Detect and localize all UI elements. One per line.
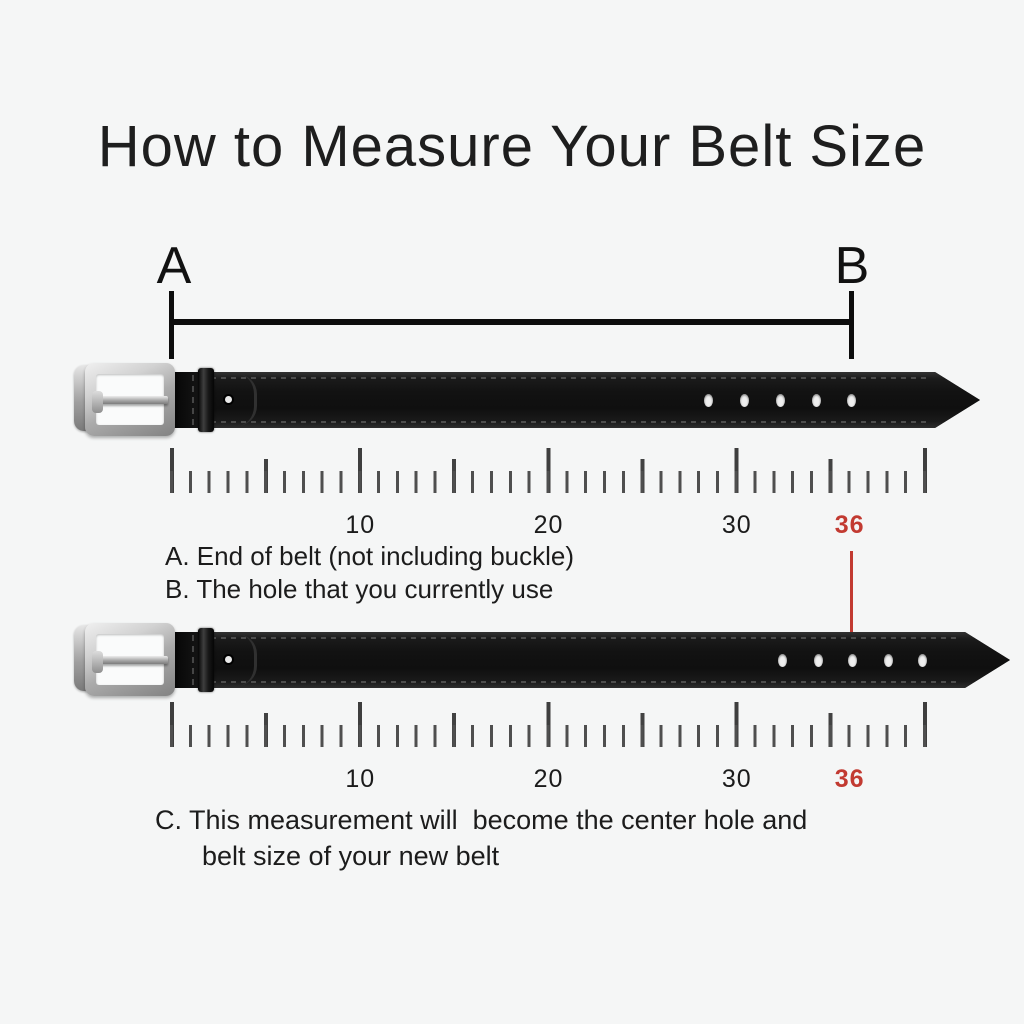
arrow-shaft [850,551,853,638]
note-line-2: belt size of your new belt [202,841,500,871]
ruler-label-30: 30 [721,765,752,793]
ruler-label-36: 36 [834,511,865,539]
ruler-label-10: 10 [345,511,376,539]
bracket-tick-right [849,291,854,359]
belt-illustration-current [0,363,1024,445]
label-a: A [156,237,192,295]
ruler-top: 10 20 30 36 [170,448,927,540]
belt-hole [812,394,821,407]
belt-fold-stitch [192,375,194,425]
ruler-bottom: 10 20 30 36 [170,702,927,794]
buckle-prong [96,656,168,664]
ruler-unit-ticks [170,471,927,493]
label-b: B [834,237,870,295]
page-title: How to Measure Your Belt Size [97,114,927,179]
belt-loop-seam [214,634,257,686]
belt-hole [776,394,785,407]
belt-fold-stitch [192,635,194,685]
belt-hole [704,394,713,407]
buckle-prong [96,396,168,404]
belt-hole [778,654,787,667]
belt-hole [847,394,856,407]
belt-loop-seam [214,374,257,426]
belt-hole [918,654,927,667]
ruler-label-30: 30 [721,511,752,539]
buckle-prong-knob [92,391,103,413]
ruler-label-36: 36 [834,765,865,793]
ruler-label-20: 20 [533,765,564,793]
belt-prong-hole [225,396,232,403]
belt-keeper-loop [198,368,214,432]
note-block: C. This measurement will become the cent… [155,802,807,874]
belt-strap [163,372,980,428]
belt-strap [163,632,1010,688]
belt-keeper-loop [198,628,214,692]
measurement-bar [170,319,854,325]
belt-prong-hole [225,656,232,663]
ruler-unit-ticks [170,725,927,747]
belt-hole-center-36 [848,654,857,667]
ruler-label-20: 20 [533,511,564,539]
belt-hole [884,654,893,667]
legend-block: A. End of belt (not including buckle) B.… [165,540,574,606]
belt-hole [740,394,749,407]
note-line-1: C. This measurement will become the cent… [155,805,808,835]
belt-illustration-new [0,623,1024,705]
legend-line-b: B. The hole that you currently use [165,574,554,604]
bracket-tick-left [169,291,174,359]
buckle-prong-knob [92,651,103,673]
legend-line-a: A. End of belt (not including buckle) [165,541,575,571]
ruler-label-10: 10 [345,765,376,793]
belt-hole [814,654,823,667]
